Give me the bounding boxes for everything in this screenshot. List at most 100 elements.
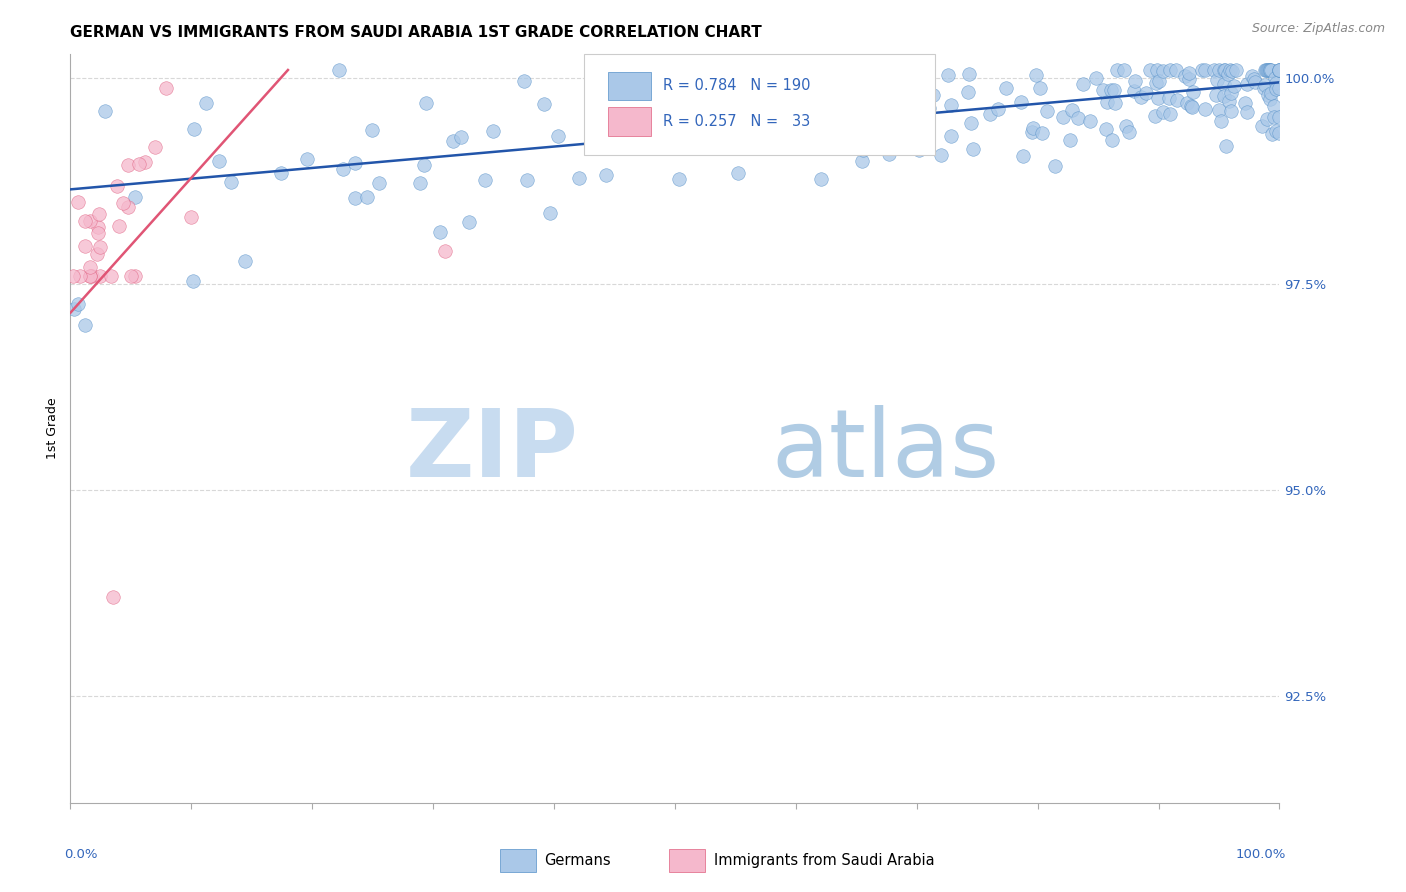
Point bbox=[105, 179, 128, 194]
Point bbox=[1260, 86, 1282, 100]
Text: Germans: Germans bbox=[544, 853, 612, 868]
Point bbox=[1219, 103, 1241, 118]
Point bbox=[1243, 71, 1265, 86]
Point bbox=[1258, 92, 1281, 106]
Point bbox=[208, 153, 231, 168]
Point bbox=[1092, 83, 1115, 97]
Point bbox=[219, 175, 242, 189]
Point bbox=[799, 78, 821, 93]
Point bbox=[89, 240, 111, 254]
Point bbox=[845, 130, 868, 145]
Point bbox=[408, 177, 430, 191]
Point bbox=[441, 135, 464, 149]
Point bbox=[1036, 103, 1059, 118]
Point bbox=[619, 135, 641, 149]
Point bbox=[344, 156, 367, 170]
Point bbox=[1253, 78, 1275, 93]
Point bbox=[1118, 125, 1140, 139]
Point bbox=[1223, 79, 1246, 94]
Point bbox=[1071, 77, 1094, 91]
Point bbox=[181, 274, 204, 288]
Point bbox=[1254, 62, 1277, 77]
Point bbox=[1101, 83, 1123, 97]
Point bbox=[568, 170, 591, 185]
Point bbox=[825, 126, 848, 140]
Point bbox=[1212, 77, 1234, 91]
Point bbox=[890, 92, 912, 106]
Point bbox=[1144, 109, 1167, 123]
Bar bbox=[499, 848, 536, 872]
Point bbox=[1264, 82, 1286, 96]
Point bbox=[180, 211, 202, 225]
Point bbox=[1220, 64, 1243, 78]
Point bbox=[124, 268, 146, 283]
Point bbox=[1263, 110, 1285, 124]
Point bbox=[415, 95, 437, 110]
Point bbox=[117, 201, 139, 215]
Point bbox=[1059, 133, 1081, 147]
Point bbox=[1194, 102, 1216, 116]
Point bbox=[1021, 121, 1043, 136]
Point bbox=[957, 67, 980, 81]
Point bbox=[1147, 91, 1170, 105]
Point bbox=[1181, 100, 1204, 114]
Point bbox=[361, 123, 384, 137]
Point bbox=[1264, 70, 1286, 85]
Point bbox=[79, 260, 101, 274]
Point bbox=[1104, 82, 1126, 96]
Point bbox=[1256, 62, 1278, 77]
Point bbox=[368, 176, 391, 190]
Point bbox=[1153, 104, 1175, 119]
Point bbox=[1147, 74, 1170, 88]
Point bbox=[1115, 119, 1137, 133]
Point bbox=[533, 97, 555, 112]
Point bbox=[1104, 95, 1126, 110]
Point bbox=[93, 103, 115, 118]
Bar bbox=[609, 71, 651, 100]
Point bbox=[538, 206, 561, 220]
Point bbox=[434, 244, 457, 259]
Point bbox=[344, 191, 367, 205]
Point bbox=[516, 172, 538, 186]
Point bbox=[887, 69, 910, 83]
Point bbox=[903, 114, 925, 128]
Point bbox=[111, 196, 134, 211]
Point bbox=[80, 268, 103, 283]
Point bbox=[994, 81, 1017, 95]
Point bbox=[839, 125, 862, 139]
Text: ZIP: ZIP bbox=[405, 405, 578, 497]
Point bbox=[1025, 68, 1047, 82]
Point bbox=[1268, 62, 1291, 77]
Point bbox=[1257, 87, 1279, 102]
Point bbox=[89, 268, 111, 283]
Point bbox=[1256, 62, 1278, 77]
Point bbox=[270, 166, 292, 180]
Point bbox=[1107, 62, 1129, 77]
Point bbox=[835, 91, 858, 105]
Point bbox=[155, 80, 177, 95]
Point bbox=[1268, 62, 1291, 77]
Point bbox=[897, 94, 920, 108]
Point bbox=[1194, 62, 1216, 77]
Point bbox=[959, 116, 981, 130]
Point bbox=[1260, 62, 1282, 77]
Point bbox=[356, 190, 378, 204]
Point bbox=[429, 225, 451, 239]
Point bbox=[896, 103, 918, 118]
Point bbox=[756, 88, 779, 103]
Point bbox=[1258, 62, 1281, 77]
Point bbox=[1253, 81, 1275, 95]
Point bbox=[63, 302, 86, 317]
Point bbox=[1191, 62, 1213, 77]
Point bbox=[939, 98, 962, 112]
Point bbox=[810, 172, 832, 186]
Point bbox=[194, 96, 217, 111]
Point bbox=[1052, 110, 1074, 124]
Point bbox=[1139, 62, 1161, 77]
Point bbox=[1174, 69, 1197, 83]
Point bbox=[233, 254, 256, 268]
Point bbox=[852, 143, 875, 157]
Point bbox=[1208, 103, 1230, 118]
Point bbox=[668, 172, 690, 186]
Point bbox=[1178, 65, 1201, 79]
